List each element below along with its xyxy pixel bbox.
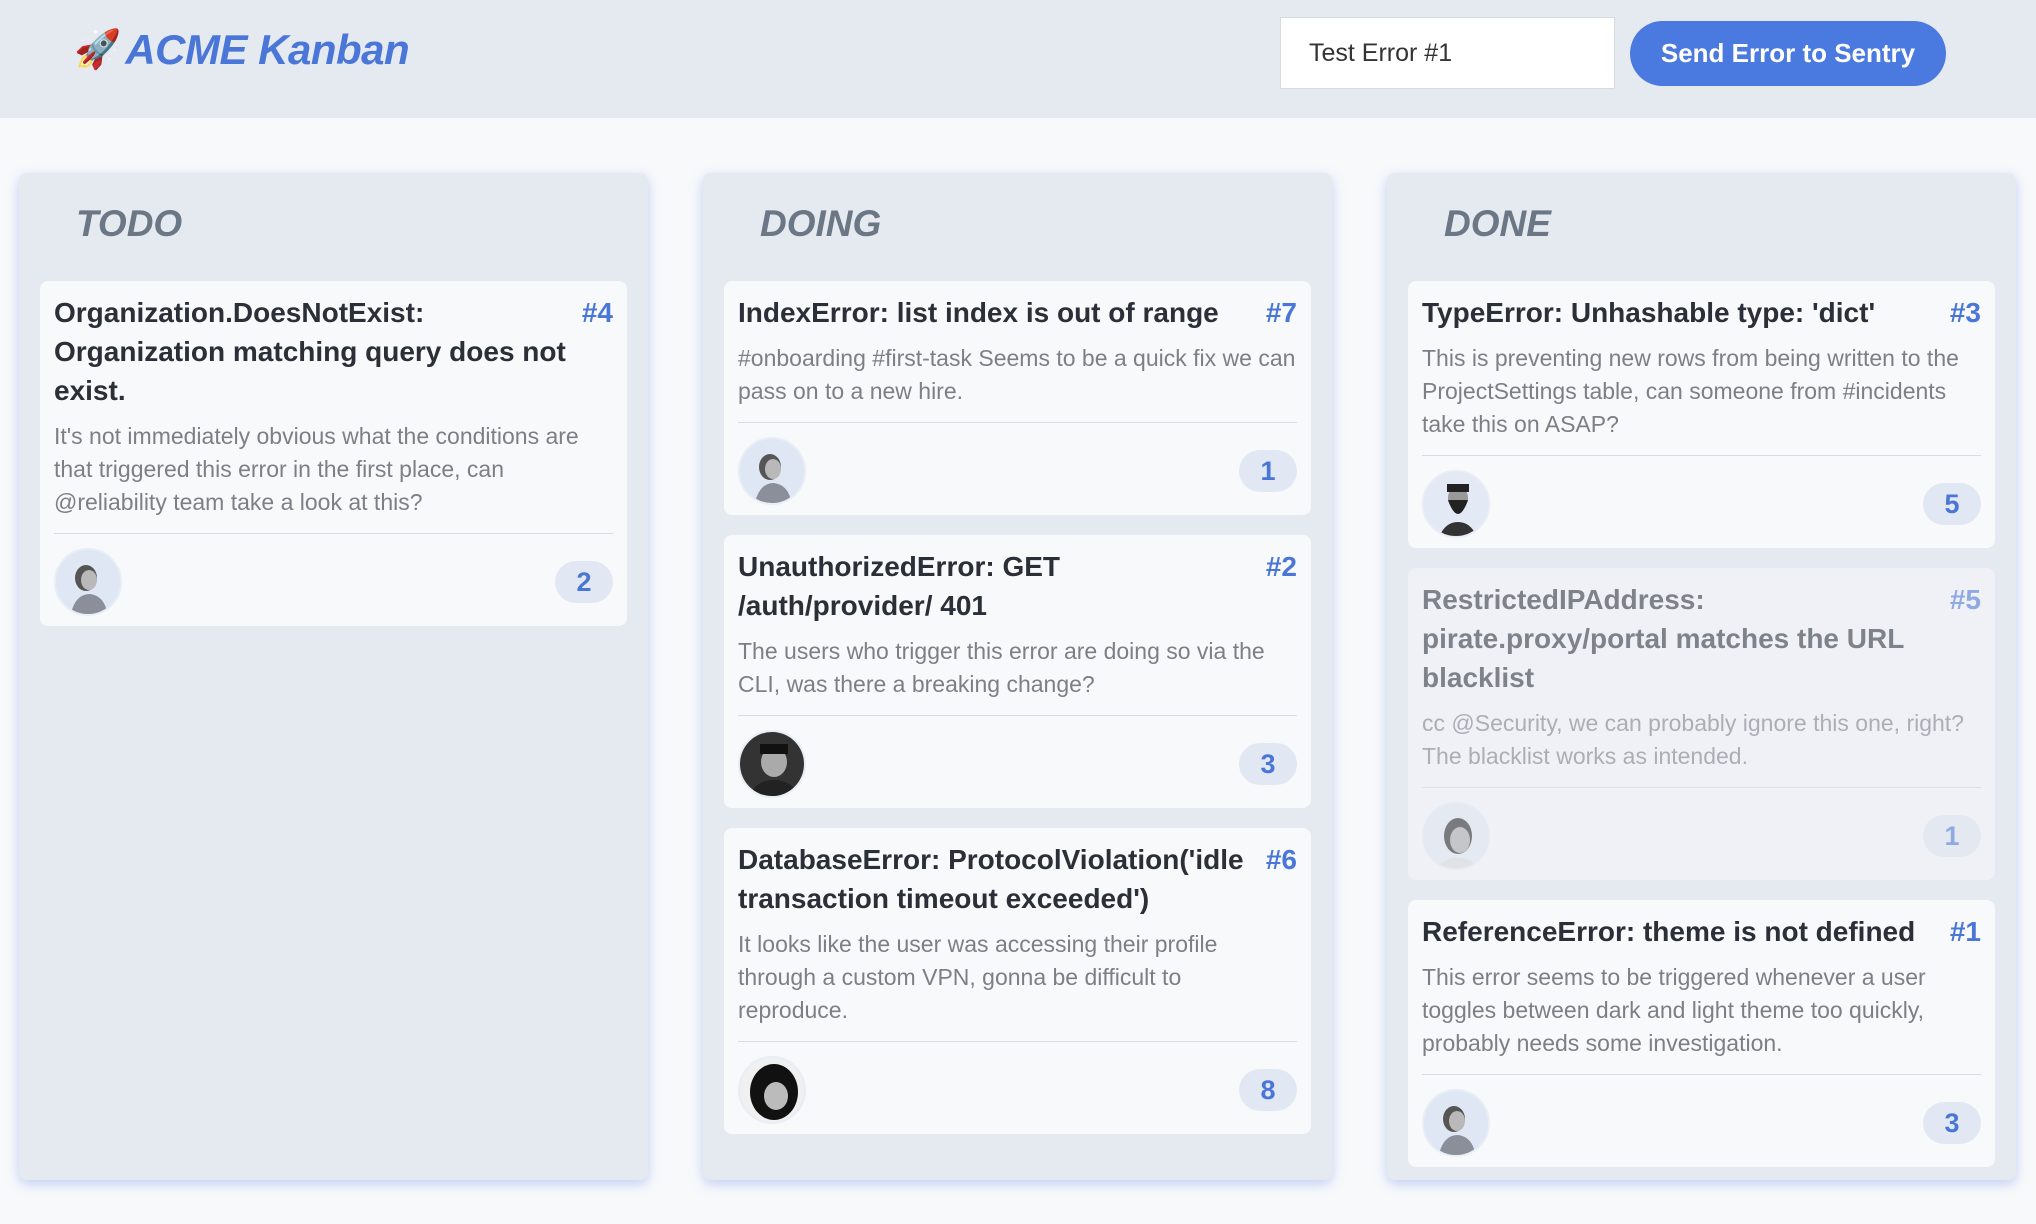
issue-number[interactable]: #6 (1265, 844, 1297, 875)
count-badge: 1 (1923, 815, 1981, 857)
issue-title: Organization.DoesNotExist: Organization … (54, 297, 566, 406)
issue-title: IndexError: list index is out of range (738, 297, 1219, 328)
issue-number[interactable]: #4 (581, 297, 613, 328)
issue-description: It's not immediately obvious what the co… (54, 420, 613, 534)
avatar (1422, 470, 1490, 538)
issue-card[interactable]: DatabaseError: ProtocolViolation('idle t… (724, 828, 1311, 1134)
count-badge: 8 (1239, 1069, 1297, 1111)
issue-title: RestrictedIPAddress: pirate.proxy/portal… (1422, 584, 1904, 693)
issue-card[interactable]: RestrictedIPAddress: pirate.proxy/portal… (1408, 568, 1995, 880)
issue-card[interactable]: ReferenceError: theme is not defined #1 … (1408, 900, 1995, 1167)
issue-description: It looks like the user was accessing the… (738, 928, 1297, 1042)
avatar (1422, 802, 1490, 870)
count-badge: 5 (1923, 483, 1981, 525)
issue-description: cc @Security, we can probably ignore thi… (1422, 707, 1981, 788)
avatar (54, 548, 122, 616)
avatar (738, 437, 806, 505)
column-todo: TODO Organization.DoesNotExist: Organiza… (19, 173, 648, 1180)
avatar (738, 730, 806, 798)
issue-card[interactable]: TypeError: Unhashable type: 'dict' #3 Th… (1408, 281, 1995, 548)
column-done: DONE TypeError: Unhashable type: 'dict' … (1387, 173, 2016, 1180)
count-badge: 1 (1239, 450, 1297, 492)
avatar (1422, 1089, 1490, 1157)
issue-title: DatabaseError: ProtocolViolation('idle t… (738, 844, 1244, 914)
avatar (738, 1056, 806, 1124)
issue-number[interactable]: #7 (1265, 297, 1297, 328)
send-error-button[interactable]: Send Error to Sentry (1630, 21, 1946, 86)
count-badge: 3 (1923, 1102, 1981, 1144)
issue-title: ReferenceError: theme is not defined (1422, 916, 1916, 947)
issue-title: TypeError: Unhashable type: 'dict' (1422, 297, 1876, 328)
issue-card[interactable]: UnauthorizedError: GET /auth/provider/ 4… (724, 535, 1311, 808)
issue-description: The users who trigger this error are doi… (738, 635, 1297, 716)
issue-description: This is preventing new rows from being w… (1422, 342, 1981, 456)
issue-title: UnauthorizedError: GET /auth/provider/ 4… (738, 551, 1061, 621)
logo[interactable]: 🚀 ACME Kanban (74, 26, 410, 74)
issue-description: This error seems to be triggered wheneve… (1422, 961, 1981, 1075)
issue-number[interactable]: #2 (1265, 551, 1297, 582)
column-title: DONE (1444, 203, 1551, 244)
column-doing: DOING IndexError: list index is out of r… (703, 173, 1332, 1180)
issue-number[interactable]: #3 (1949, 297, 1981, 328)
count-badge: 3 (1239, 743, 1297, 785)
issue-description: #onboarding #first-task Seems to be a qu… (738, 342, 1297, 423)
issue-number[interactable]: #1 (1949, 916, 1981, 947)
column-title: DOING (760, 203, 882, 244)
column-title: TODO (76, 203, 183, 244)
app-title: ACME Kanban (125, 26, 410, 73)
issue-card[interactable]: Organization.DoesNotExist: Organization … (40, 281, 627, 626)
rocket-icon: 🚀 (74, 29, 122, 71)
issue-card[interactable]: IndexError: list index is out of range #… (724, 281, 1311, 515)
error-message-input[interactable] (1280, 17, 1615, 89)
issue-number[interactable]: #5 (1949, 584, 1981, 615)
app-header: 🚀 ACME Kanban Send Error to Sentry (0, 0, 2036, 118)
count-badge: 2 (555, 561, 613, 603)
